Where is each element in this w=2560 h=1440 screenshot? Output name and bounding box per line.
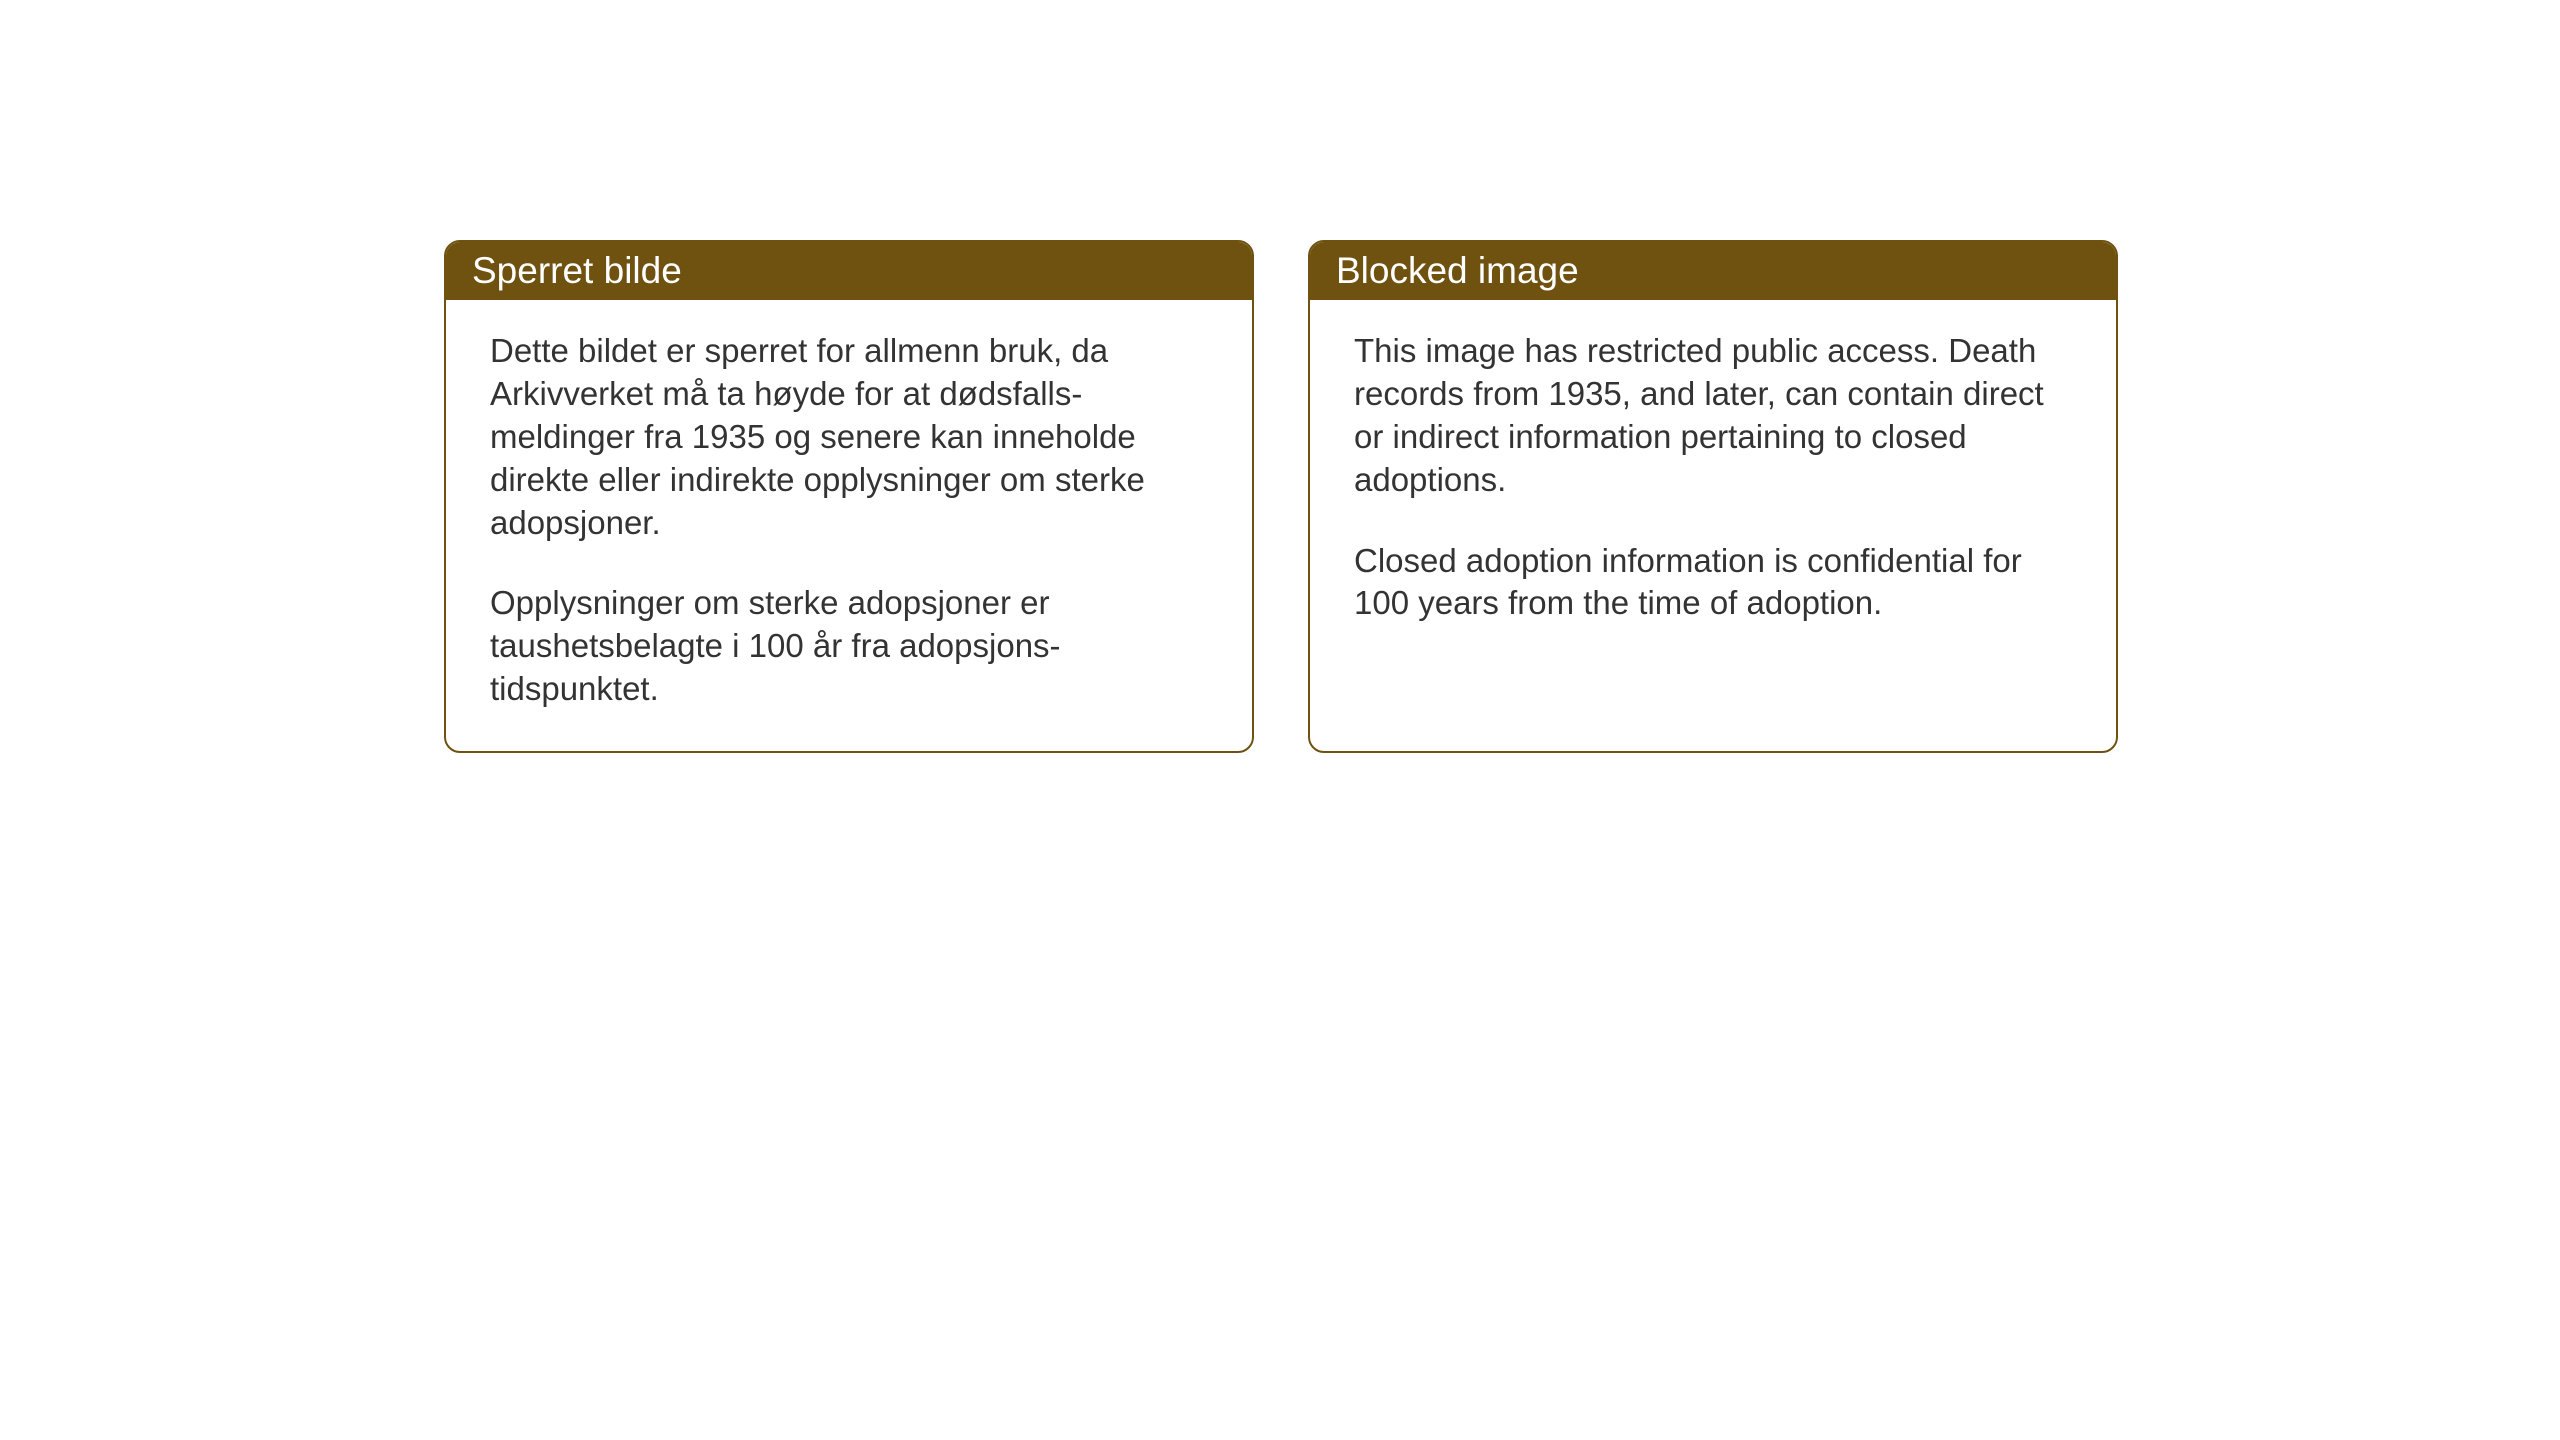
card-header-english: Blocked image <box>1310 242 2116 300</box>
card-paragraph: Closed adoption information is confident… <box>1354 540 2072 626</box>
cards-container: Sperret bilde Dette bildet er sperret fo… <box>444 240 2118 753</box>
card-paragraph: Dette bildet er sperret for allmenn bruk… <box>490 330 1208 544</box>
card-paragraph: This image has restricted public access.… <box>1354 330 2072 502</box>
card-norwegian: Sperret bilde Dette bildet er sperret fo… <box>444 240 1254 753</box>
card-body-english: This image has restricted public access.… <box>1310 300 2116 740</box>
card-paragraph: Opplysninger om sterke adopsjoner er tau… <box>490 582 1208 711</box>
card-header-norwegian: Sperret bilde <box>446 242 1252 300</box>
card-body-norwegian: Dette bildet er sperret for allmenn bruk… <box>446 300 1252 751</box>
card-english: Blocked image This image has restricted … <box>1308 240 2118 753</box>
